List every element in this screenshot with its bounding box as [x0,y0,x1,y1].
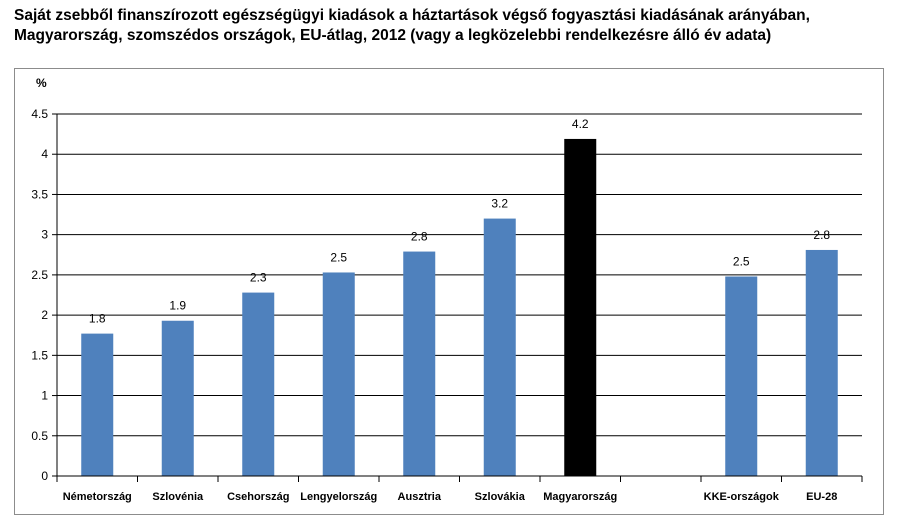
y-tick-label-7: 3.5 [31,187,48,201]
category-label-2: Csehország [227,491,289,503]
category-label-4: Ausztria [398,491,442,503]
y-tick-label-9: 4.5 [31,107,48,121]
chart-frame [14,68,884,515]
data-label-6: 4.2 [572,117,589,131]
data-label-2: 2.3 [250,271,267,285]
bar-2 [242,292,275,476]
y-tick-label-3: 1.5 [31,348,48,362]
chart-title-line-2: Magyarország, szomszédos országok, EU-át… [14,27,772,44]
bar-8 [725,276,758,476]
y-tick-label-2: 1 [41,389,48,403]
data-label-0: 1.8 [89,312,106,326]
y-tick-label-0: 0 [41,469,48,483]
bar-9 [805,249,838,476]
data-label-1: 1.9 [169,299,186,313]
axes [56,114,863,482]
bar-6 [564,138,597,476]
bars [81,138,838,477]
bar-5 [483,218,516,477]
y-tick-label-6: 3 [41,228,48,242]
bar-4 [403,251,436,476]
bar-3 [322,272,355,476]
category-label-3: Lengyelország [300,491,377,503]
chart-title-line-1: Saját zsebből finanszírozott egészségügy… [14,7,810,24]
category-labels: Németország Szlovénia Csehország Lengyelors… [63,491,838,503]
data-label-8: 2.5 [733,254,750,268]
bar-1 [161,320,194,476]
category-label-8: KKE-országok [704,491,780,503]
category-label-1: Szlovénia [152,491,204,503]
y-axis-ticks: 0 0.5 1 1.5 2 2.5 3 3.5 4 4.5 [31,107,57,483]
data-label-4: 2.8 [411,230,428,244]
y-tick-label-5: 2.5 [31,268,48,282]
bar-0 [81,333,114,476]
category-label-0: Németország [63,491,132,503]
data-label-5: 3.2 [491,197,508,211]
y-tick-label-4: 2 [41,308,48,322]
data-label-9: 2.8 [813,228,830,242]
y-axis-label: % [36,76,47,90]
category-label-5: Szlovákia [475,491,526,503]
y-tick-label-1: 0.5 [31,429,48,443]
y-tick-label-8: 4 [41,147,48,161]
data-label-3: 2.5 [330,250,347,264]
category-label-6: Magyarország [543,491,617,503]
category-label-9: EU-28 [806,491,837,503]
chart-title: Saját zsebből finanszírozott egészségügy… [14,6,894,46]
data-labels: 1.8 1.9 2.3 2.5 2.8 3.2 4.2 2.5 2.8 [89,117,831,326]
